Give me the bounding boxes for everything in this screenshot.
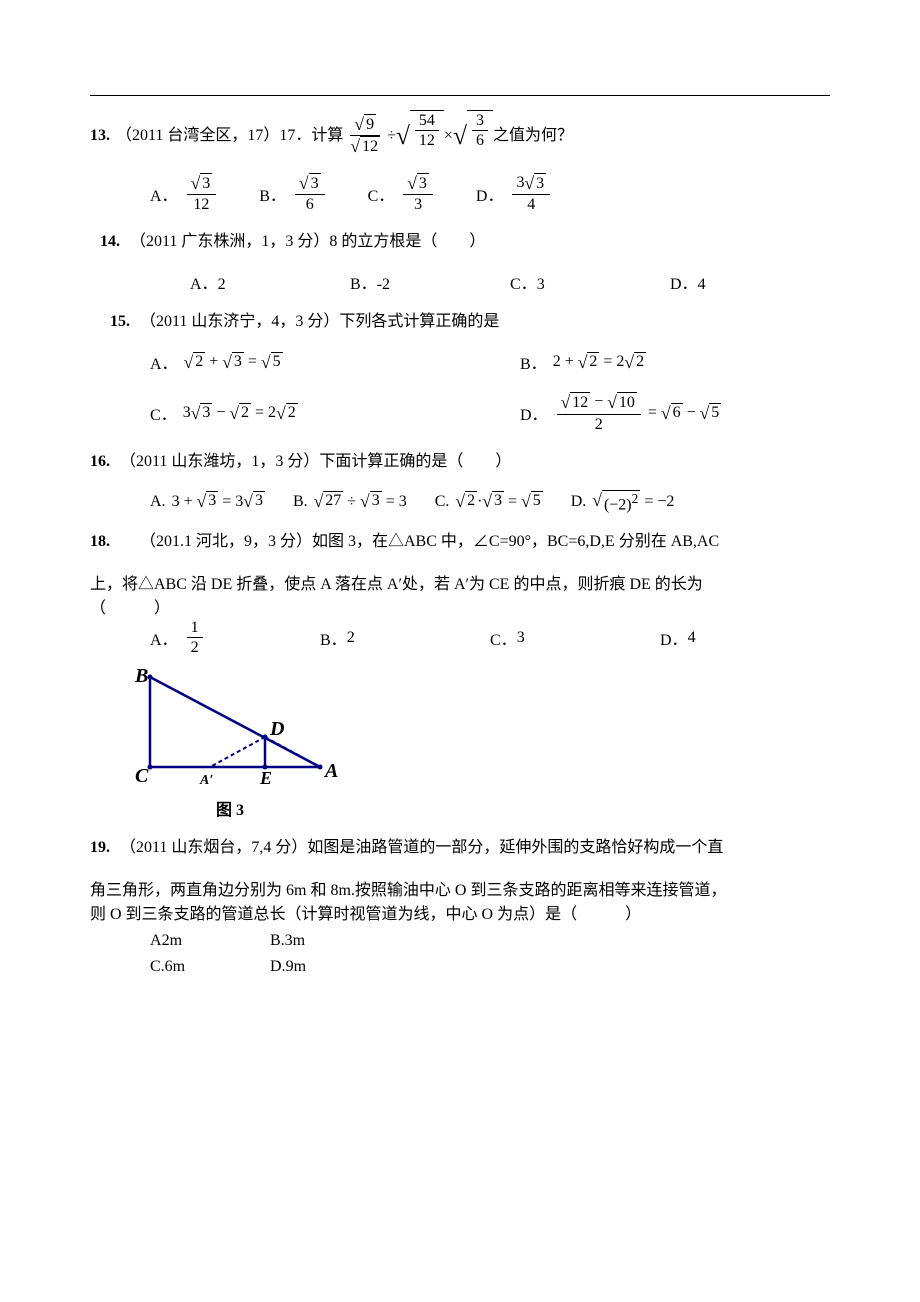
q16-options: A. 3 + √3 = 3√3 B. √27 ÷ √3 = 3 C. √2·√3… bbox=[150, 490, 830, 514]
question-19: 19. （2011 山东烟台，7,4 分）如图是油路管道的一部分，延伸外围的支路… bbox=[90, 832, 830, 864]
q19-stem-l3: 则 O 到三条支路的管道总长（计算时视管道为线，中心 O 为点）是（ ） bbox=[90, 900, 830, 924]
qnum-13: 13. bbox=[90, 120, 110, 152]
q18-options: A． 1 2 B．2 C．3 D．4 bbox=[150, 618, 830, 657]
q13-opt-A: A． √3 12 bbox=[150, 173, 219, 214]
q14-opt-C: C．3 bbox=[510, 270, 670, 294]
q13-frac1: √9 √12 bbox=[346, 114, 384, 157]
q13-opt-B: B． √3 6 bbox=[259, 173, 327, 214]
question-16: 16. （2011 山东潍坊，1，3 分）下面计算正确的是（ ） bbox=[90, 446, 830, 478]
q16-opt-C: C. √2·√3 = √5 bbox=[435, 490, 543, 514]
question-15: 15. （2011 山东济宁，4，3 分）下列各式计算正确的是 bbox=[110, 306, 830, 338]
qnum-16: 16. bbox=[90, 453, 110, 470]
figure-3: B C A D E A′ 图 3 bbox=[130, 667, 330, 820]
q18-stem-l3: （ ） bbox=[90, 594, 830, 618]
q15-options: A． √2 + √3 = √5 B． 2 + √2 = 2 √2 C． 3√3 … bbox=[150, 350, 830, 433]
q14-opt-D: D．4 bbox=[670, 270, 830, 294]
q15-opt-D: D． √12 − √10 2 = √6 − √5 bbox=[520, 392, 830, 433]
q13-stem-prefix: （2011 台湾全区，17）17．计算 bbox=[116, 120, 343, 152]
q13-sqrt3: √ 3 6 bbox=[453, 110, 493, 161]
q15-opt-C: C． 3√3 − √2 = 2 √2 bbox=[150, 392, 520, 433]
header-rule bbox=[90, 95, 830, 96]
q16-stem: （2011 山东潍坊，1，3 分）下面计算正确的是（ ） bbox=[120, 453, 511, 470]
q13-opt-D: D． 3√3 4 bbox=[476, 173, 553, 214]
q16-opt-A: A. 3 + √3 = 3√3 bbox=[150, 490, 265, 514]
q18-stem-l1: （201.1 河北，9，3 分）如图 3，在△ABC 中，∠C=90°，BC=6… bbox=[140, 533, 719, 550]
question-14: 14. （2011 广东株洲，1，3 分）8 的立方根是（ ） bbox=[100, 226, 830, 258]
q14-options: A．2 B．-2 C．3 D．4 bbox=[190, 270, 830, 294]
q19-opt-D: D.9m bbox=[270, 958, 390, 976]
q16-opt-D: D. √(−2)2 = −2 bbox=[571, 490, 675, 514]
figure-3-caption: 图 3 bbox=[130, 796, 330, 820]
triangle-diagram: B C A D E A′ bbox=[130, 667, 340, 787]
q18-stem-l2: 上，将△ABC 沿 DE 折叠，使点 A 落在点 A′处，若 A′为 CE 的中… bbox=[90, 570, 830, 594]
q16-opt-B: B. √27 ÷ √3 = 3 bbox=[293, 490, 407, 514]
q19-opt-A: A2m bbox=[150, 932, 270, 950]
q13-sqrt2: √ 54 12 bbox=[396, 110, 444, 161]
q15-stem: （2011 山东济宁，4，3 分）下列各式计算正确的是 bbox=[140, 313, 499, 330]
q19-opt-C: C.6m bbox=[150, 958, 270, 976]
svg-text:D: D bbox=[269, 718, 284, 740]
q14-opt-A: A．2 bbox=[190, 270, 350, 294]
q19-stem-l2: 角三角形，两直角边分别为 6m 和 8m.按照输油中心 O 到三条支路的距离相等… bbox=[90, 876, 830, 900]
qnum-14: 14. bbox=[100, 233, 120, 250]
q18-opt-D: D．4 bbox=[660, 618, 830, 657]
svg-text:C: C bbox=[135, 765, 149, 787]
qnum-19: 19. bbox=[90, 839, 110, 856]
q15-opt-B: B． 2 + √2 = 2 √2 bbox=[520, 350, 830, 374]
q19-options: A2m B.3m C.6m D.9m bbox=[150, 932, 830, 976]
question-18: 18. （201.1 河北，9，3 分）如图 3，在△ABC 中，∠C=90°，… bbox=[90, 526, 830, 558]
q14-opt-B: B．-2 bbox=[350, 270, 510, 294]
q18-opt-B: B．2 bbox=[320, 618, 490, 657]
qnum-15: 15. bbox=[110, 313, 130, 330]
q13-options: A． √3 12 B． √3 6 C． √3 3 D． 3√3 4 bbox=[150, 173, 830, 214]
q19-opt-B: B.3m bbox=[270, 932, 390, 950]
q18-opt-C: C．3 bbox=[490, 618, 660, 657]
q19-stem-l1: （2011 山东烟台，7,4 分）如图是油路管道的一部分，延伸外围的支路恰好构成… bbox=[120, 839, 723, 856]
q18-opt-A: A． 1 2 bbox=[150, 618, 320, 657]
svg-text:A: A bbox=[323, 760, 338, 782]
q13-opt-C: C． √3 3 bbox=[368, 173, 436, 214]
svg-text:B: B bbox=[134, 667, 148, 687]
question-13: 13. （2011 台湾全区，17）17．计算 √9 √12 ÷ √ 54 12… bbox=[90, 110, 830, 161]
q15-opt-A: A． √2 + √3 = √5 bbox=[150, 350, 520, 374]
q14-stem: （2011 广东株洲，1，3 分）8 的立方根是（ ） bbox=[130, 233, 485, 250]
svg-text:E: E bbox=[259, 768, 272, 787]
svg-text:A′: A′ bbox=[199, 773, 213, 787]
exam-page: 13. （2011 台湾全区，17）17．计算 √9 √12 ÷ √ 54 12… bbox=[0, 0, 920, 1024]
qnum-18: 18. bbox=[90, 533, 110, 550]
q13-stem-suffix: 之值为何？ bbox=[493, 120, 573, 152]
